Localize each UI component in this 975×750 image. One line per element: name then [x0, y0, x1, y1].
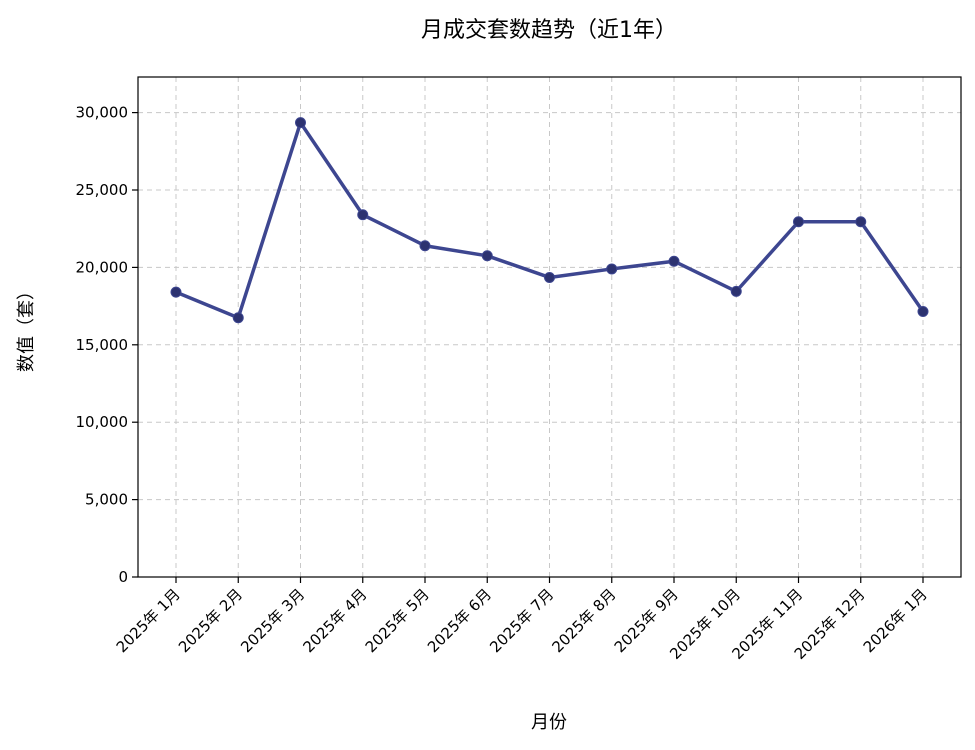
y-tick-label: 10,000	[76, 413, 129, 431]
y-tick-label: 0	[118, 568, 128, 586]
data-point	[544, 271, 555, 283]
data-point	[730, 285, 742, 297]
x-tick-label: 2025年 7月	[486, 585, 557, 656]
series-layer	[170, 117, 929, 324]
data-point	[481, 250, 493, 262]
x-tick-label: 2025年 1月	[113, 585, 184, 656]
data-point	[606, 263, 618, 275]
data-point	[170, 286, 182, 298]
y-tick-label: 20,000	[76, 258, 129, 276]
y-tick-label: 25,000	[76, 181, 129, 199]
y-tick-label: 15,000	[76, 336, 129, 354]
grid	[138, 77, 961, 578]
x-tick-label: 2026年 1月	[860, 585, 931, 656]
data-point	[357, 209, 369, 221]
data-point	[668, 255, 680, 267]
x-tick-label: 2025年 6月	[424, 585, 495, 656]
data-point	[295, 117, 306, 129]
x-tick-label: 2025年 2月	[175, 585, 246, 656]
y-axis: 0 5,000 10,000 15,000 20,000 25,000 30,000	[76, 104, 138, 586]
x-tick-label: 2025年 3月	[237, 585, 308, 656]
x-tick-label: 2025年 5月	[362, 585, 433, 656]
x-tick-label: 2025年 4月	[300, 585, 371, 656]
y-tick-label: 30,000	[76, 104, 129, 122]
data-point	[855, 216, 867, 228]
x-tick-label: 2025年 8月	[549, 585, 620, 656]
data-point	[419, 240, 431, 252]
y-tick-label: 5,000	[85, 491, 128, 509]
data-point	[793, 216, 804, 228]
data-point	[917, 306, 929, 318]
y-axis-label: 数值（套）	[16, 282, 37, 372]
chart-title: 月成交套数趋势（近1年）	[421, 18, 677, 43]
data-point	[232, 312, 244, 324]
x-axis-label: 月份	[531, 712, 567, 733]
